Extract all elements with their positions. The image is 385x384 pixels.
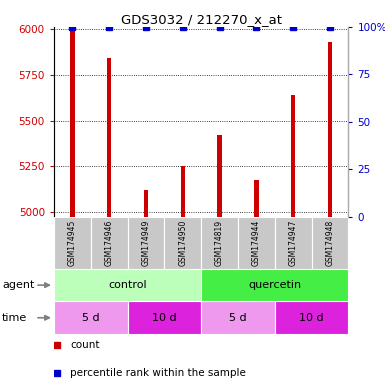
- Text: GSM174946: GSM174946: [105, 220, 114, 266]
- Text: GSM174949: GSM174949: [141, 220, 151, 266]
- Bar: [311, 217, 348, 269]
- Bar: [164, 217, 201, 269]
- Bar: [181, 166, 185, 217]
- Text: 5 d: 5 d: [229, 313, 247, 323]
- Bar: [275, 301, 348, 334]
- Bar: [54, 301, 127, 334]
- Bar: [254, 180, 259, 217]
- Bar: [218, 135, 222, 217]
- Text: quercetin: quercetin: [248, 280, 301, 290]
- Bar: [328, 41, 332, 217]
- Text: 10 d: 10 d: [299, 313, 324, 323]
- Text: 5 d: 5 d: [82, 313, 100, 323]
- Bar: [238, 217, 275, 269]
- Text: time: time: [2, 313, 27, 323]
- Bar: [107, 58, 111, 217]
- Bar: [54, 269, 201, 301]
- Text: GSM174945: GSM174945: [68, 220, 77, 266]
- Bar: [291, 95, 295, 217]
- Bar: [91, 217, 127, 269]
- Bar: [201, 217, 238, 269]
- Text: agent: agent: [2, 280, 34, 290]
- Bar: [54, 217, 91, 269]
- Bar: [201, 301, 275, 334]
- Text: GSM174948: GSM174948: [325, 220, 335, 266]
- Text: count: count: [70, 340, 100, 350]
- Text: GSM174944: GSM174944: [252, 220, 261, 266]
- Title: GDS3032 / 212270_x_at: GDS3032 / 212270_x_at: [121, 13, 282, 26]
- Text: GSM174819: GSM174819: [215, 220, 224, 266]
- Text: 10 d: 10 d: [152, 313, 177, 323]
- Bar: [201, 269, 348, 301]
- Bar: [70, 31, 75, 217]
- Text: GSM174947: GSM174947: [289, 220, 298, 266]
- Bar: [127, 301, 201, 334]
- Text: control: control: [108, 280, 147, 290]
- Bar: [127, 217, 164, 269]
- Bar: [275, 217, 311, 269]
- Bar: [144, 190, 148, 217]
- Text: GSM174950: GSM174950: [178, 220, 187, 266]
- Text: percentile rank within the sample: percentile rank within the sample: [70, 368, 246, 378]
